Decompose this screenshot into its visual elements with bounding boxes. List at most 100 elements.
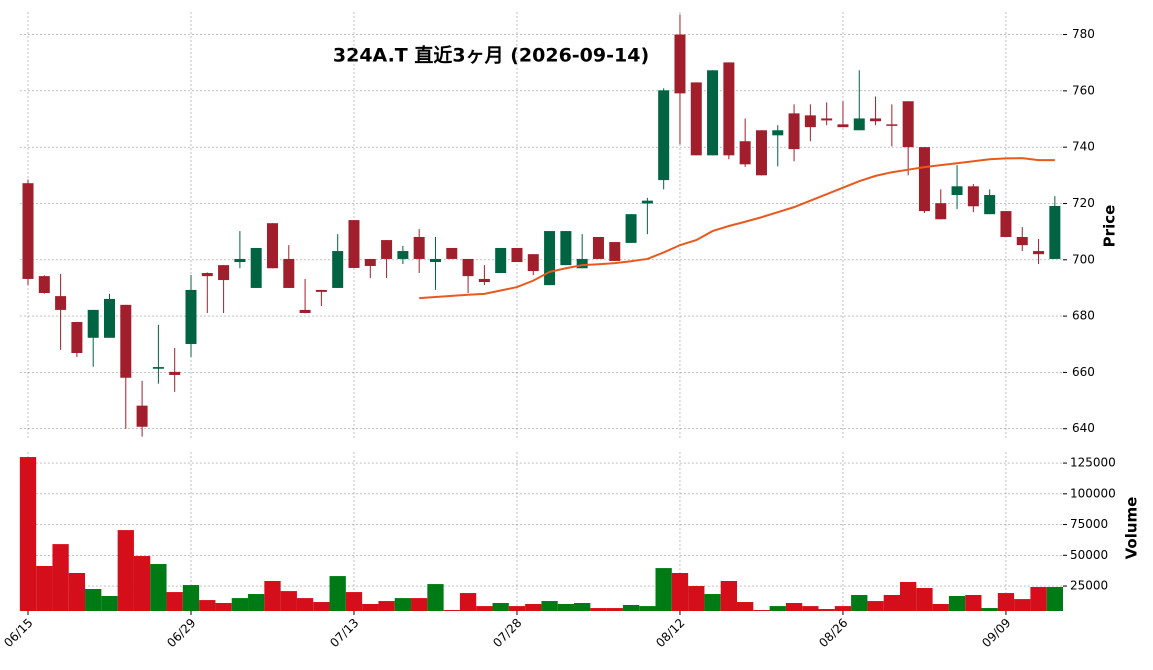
volume-bar	[802, 606, 819, 611]
volume-bar	[704, 594, 721, 611]
volume-bar	[785, 603, 803, 611]
candle-body	[1033, 251, 1045, 255]
moving-average-line	[419, 157, 1055, 300]
volume-bar	[932, 603, 949, 611]
x-tick-label: 07/13	[327, 616, 361, 650]
candle-body	[71, 322, 83, 353]
candle-body	[641, 200, 653, 204]
y-tick-label: 100000	[1070, 486, 1116, 500]
volume-bar	[541, 601, 558, 611]
volume-bar	[345, 592, 363, 611]
volume-axis-label: Volume	[1123, 497, 1141, 560]
candle-body	[429, 258, 441, 263]
candle-body	[739, 141, 751, 165]
chart-title: 324A.T 直近3ヶ月 (2026-09-14)	[333, 44, 649, 67]
volume-bar	[671, 573, 689, 611]
volume-bar	[150, 564, 167, 611]
candle-body	[1000, 211, 1012, 237]
candle-body	[690, 82, 702, 156]
candle-body	[576, 258, 588, 269]
volume-bar	[215, 603, 232, 611]
candle-body	[332, 251, 344, 288]
candle-body	[250, 247, 262, 288]
y-tick-label: 740	[1072, 140, 1095, 154]
candle-body	[348, 220, 360, 268]
volume-bar	[248, 594, 265, 611]
volume-bar	[427, 584, 444, 611]
y-tick-label: 125000	[1070, 456, 1116, 470]
candle-body	[560, 231, 572, 266]
volume-bar	[492, 603, 509, 611]
candle-body	[120, 304, 132, 378]
volume-bar	[997, 593, 1015, 611]
candle-body	[299, 309, 311, 314]
volume-bar	[981, 608, 998, 611]
candle-body	[38, 276, 50, 294]
volume-bar	[280, 591, 297, 611]
candle-body	[169, 371, 181, 375]
volume-bar	[688, 586, 705, 611]
candle-body	[788, 113, 800, 150]
volume-bar	[133, 556, 151, 611]
volume-bar	[394, 598, 412, 611]
candle-body	[495, 247, 507, 274]
candle-body	[266, 223, 278, 269]
volume-bar	[52, 544, 69, 611]
volume-bar	[818, 609, 835, 611]
volume-bar	[264, 580, 281, 611]
candle-body	[918, 147, 930, 212]
candle-body	[152, 367, 164, 369]
candle-body	[234, 258, 246, 263]
volume-bar	[296, 598, 314, 611]
x-tick-label: 08/12	[653, 616, 687, 650]
volume-bar	[851, 595, 868, 611]
volume-bar	[476, 606, 493, 611]
volume-bar	[443, 610, 460, 611]
candle-body	[527, 254, 539, 272]
volume-bar	[231, 598, 249, 611]
volume-bar	[753, 610, 770, 611]
volume-bar	[916, 588, 933, 611]
candle-body	[397, 251, 409, 259]
volume-bar	[182, 585, 200, 611]
volume-bar	[378, 601, 395, 611]
candle-body	[364, 258, 376, 266]
volume-bar	[117, 530, 134, 611]
volume-bar	[606, 608, 623, 611]
volume-bar	[19, 457, 37, 611]
candle-body	[723, 62, 735, 156]
y-tick-label: 720	[1072, 196, 1095, 210]
candle-body	[886, 124, 898, 126]
volume-bar	[883, 595, 901, 611]
volume-bar	[737, 602, 754, 611]
candle-body	[462, 258, 474, 277]
candle-body	[625, 214, 637, 243]
candle-body	[870, 118, 882, 122]
candle-body	[315, 289, 327, 292]
x-tick-label: 09/09	[979, 616, 1013, 650]
candle-body	[821, 118, 833, 121]
candle-body	[87, 309, 99, 338]
y-tick-label: 75000	[1070, 517, 1108, 531]
volume-bar	[557, 603, 575, 611]
volume-bar	[622, 604, 640, 611]
y-tick-label: 640	[1072, 421, 1095, 435]
volume-bar	[36, 565, 53, 611]
volume-bar	[590, 608, 607, 611]
volume-bar	[639, 606, 656, 611]
candle-body	[283, 258, 295, 288]
volume-bar	[68, 573, 86, 611]
volume-bar	[362, 603, 379, 611]
candle-body	[103, 298, 115, 338]
y-tick-label: 50000	[1070, 548, 1108, 562]
candle-body	[1016, 236, 1028, 246]
candle-body	[592, 236, 604, 259]
volume-bar	[965, 595, 982, 611]
price-axis-label: Price	[1101, 205, 1119, 248]
candle-body	[511, 247, 523, 263]
x-tick-label: 08/26	[816, 616, 850, 650]
volume-bar	[166, 592, 183, 611]
candle-body	[951, 186, 963, 196]
volume-bar	[900, 581, 917, 611]
